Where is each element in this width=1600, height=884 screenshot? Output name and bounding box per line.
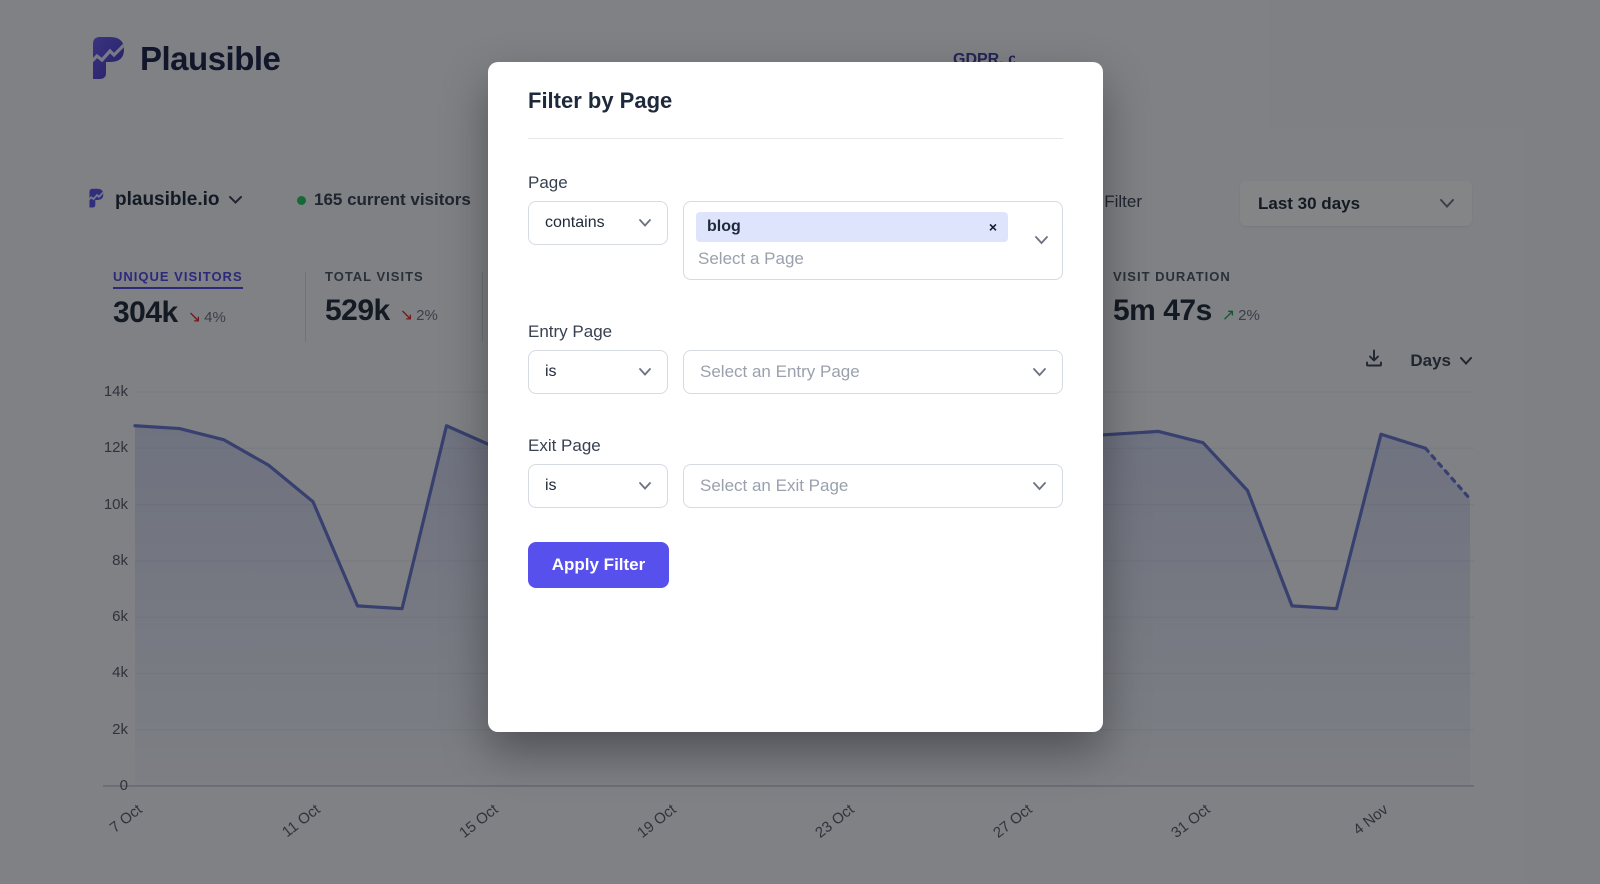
selected-page-tag: blog ×: [696, 212, 1008, 242]
entry-page-operator-select[interactable]: is: [528, 350, 668, 394]
tag-label: blog: [707, 218, 741, 235]
page-filter-section: Page contains blog × Select a Page: [528, 173, 1063, 280]
operator-value: is: [545, 477, 557, 494]
chevron-down-icon: [639, 219, 651, 227]
filter-by-page-modal: Filter by Page Page contains blog × Sele…: [488, 62, 1103, 732]
chevron-down-icon: [639, 482, 651, 490]
entry-page-filter-section: Entry Page is Select an Entry Page: [528, 322, 1063, 394]
entry-page-combobox[interactable]: Select an Entry Page: [683, 350, 1063, 394]
section-label: Entry Page: [528, 322, 613, 341]
page-input-placeholder[interactable]: Select a Page: [698, 249, 804, 268]
page-combobox[interactable]: blog × Select a Page: [683, 201, 1063, 280]
divider: [528, 138, 1063, 139]
exit-page-filter-section: Exit Page is Select an Exit Page: [528, 436, 1063, 508]
exit-page-placeholder: Select an Exit Page: [700, 476, 849, 495]
chevron-down-icon: [639, 368, 651, 376]
chevron-down-icon: [1035, 236, 1048, 245]
apply-filter-button[interactable]: Apply Filter: [528, 542, 669, 588]
section-label: Exit Page: [528, 436, 601, 455]
section-label: Page: [528, 173, 568, 192]
operator-value: contains: [545, 214, 605, 231]
chevron-down-icon: [1033, 481, 1046, 491]
chevron-down-icon: [1033, 367, 1046, 377]
modal-title: Filter by Page: [528, 88, 673, 113]
operator-value: is: [545, 363, 557, 380]
exit-page-combobox[interactable]: Select an Exit Page: [683, 464, 1063, 508]
exit-page-operator-select[interactable]: is: [528, 464, 668, 508]
page-operator-select[interactable]: contains: [528, 201, 668, 245]
entry-page-placeholder: Select an Entry Page: [700, 362, 860, 381]
remove-tag-icon[interactable]: ×: [988, 219, 997, 235]
